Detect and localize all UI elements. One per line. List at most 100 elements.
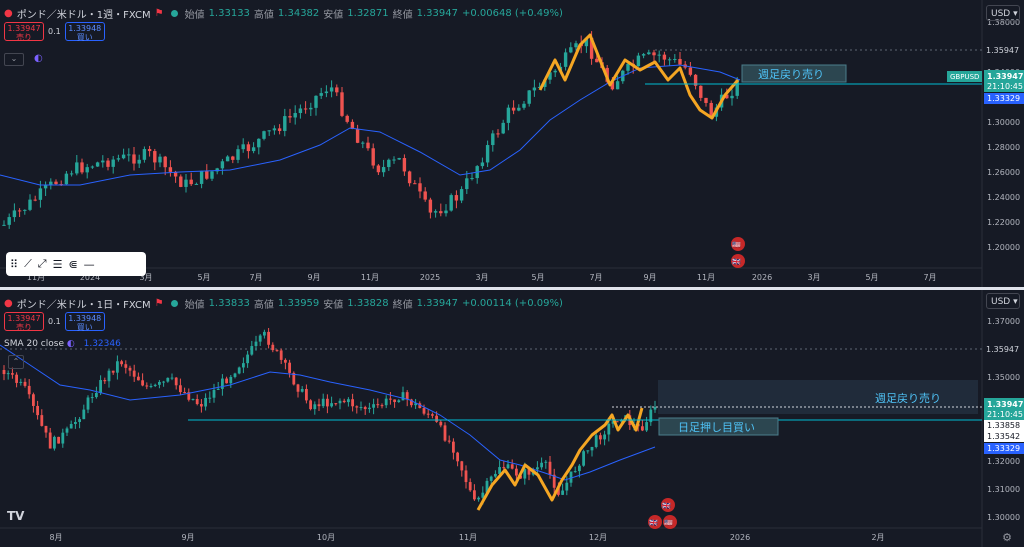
candle-body bbox=[229, 376, 233, 384]
pane-separator[interactable] bbox=[0, 287, 1024, 290]
candle-body bbox=[263, 331, 266, 336]
candle-body bbox=[477, 497, 480, 500]
calendar-event-icon bbox=[731, 254, 745, 268]
level-b: 1.33542 bbox=[987, 432, 1020, 441]
drag-handle-icon[interactable]: ⠿ bbox=[10, 257, 19, 271]
chevron-down-icon[interactable]: ⌄ bbox=[4, 53, 24, 66]
daily-chart-canvas[interactable]: 1.370001.360001.350001.340001.330001.320… bbox=[0, 290, 1024, 547]
candle-body bbox=[142, 149, 147, 160]
candle-body bbox=[174, 377, 178, 386]
candle-body bbox=[544, 461, 548, 463]
candle-body bbox=[595, 58, 599, 63]
candle-body bbox=[389, 398, 392, 400]
candle-body bbox=[418, 183, 422, 192]
time-tick-label: 2024 bbox=[80, 273, 100, 282]
candle-body bbox=[85, 167, 89, 173]
candle-body bbox=[574, 43, 578, 48]
time-tick-label: 8月 bbox=[49, 533, 62, 542]
candle-body bbox=[485, 145, 490, 163]
candle-body bbox=[667, 59, 672, 61]
candle-body bbox=[626, 63, 630, 71]
candle-body bbox=[225, 378, 228, 384]
high-label: 高値 bbox=[253, 300, 274, 311]
candle-body bbox=[95, 162, 100, 167]
candle-body bbox=[2, 370, 6, 375]
indicator-icon[interactable]: ◐ bbox=[34, 53, 43, 64]
candle-body bbox=[166, 377, 170, 382]
daily-symbol-title[interactable]: ポンド／米ドル・1日・FXCM bbox=[16, 300, 151, 311]
flag-icon[interactable]: ● bbox=[4, 8, 13, 19]
candle-body bbox=[262, 131, 266, 139]
ray-icon[interactable]: ⤢ bbox=[37, 257, 47, 270]
calendar-event-icon bbox=[663, 515, 677, 529]
candle-body bbox=[397, 400, 401, 403]
red-flag-icon[interactable]: ⚑ bbox=[154, 298, 164, 309]
candle-body bbox=[510, 464, 514, 469]
candle-body bbox=[233, 373, 237, 377]
buy-button[interactable]: 1.33948 買い bbox=[64, 22, 105, 42]
dotted-level-tag-bg bbox=[984, 343, 1022, 354]
candle-body bbox=[649, 409, 653, 423]
candle-body bbox=[49, 181, 53, 186]
high-value: 1.34382 bbox=[277, 8, 320, 19]
last-price-tag-bg bbox=[984, 70, 1024, 92]
candle-body bbox=[330, 403, 333, 407]
weekly-chart-canvas[interactable]: 1.380001.360001.340001.320001.300001.280… bbox=[0, 0, 1024, 287]
candle-body bbox=[345, 115, 349, 122]
candle-body bbox=[36, 405, 39, 416]
candle-body bbox=[387, 159, 391, 168]
candle-body bbox=[284, 359, 287, 363]
price-tick-label: 1.31000 bbox=[987, 485, 1020, 494]
candle-body bbox=[116, 158, 121, 160]
candle-body bbox=[449, 195, 453, 211]
candle-body bbox=[288, 116, 292, 118]
price-tick-label: 1.28000 bbox=[987, 143, 1020, 152]
candle-body bbox=[439, 211, 443, 214]
price-tick-label: 1.35000 bbox=[987, 373, 1020, 382]
candle-body bbox=[267, 130, 271, 132]
candle-body bbox=[522, 103, 526, 108]
weekly-chart-pane[interactable]: 1.380001.360001.340001.320001.300001.280… bbox=[0, 0, 1024, 287]
tradingview-logo[interactable]: TV bbox=[7, 509, 25, 523]
candle-body bbox=[573, 471, 577, 473]
candle-body bbox=[64, 173, 69, 185]
candle-body bbox=[319, 93, 323, 96]
sma-legend[interactable]: SMA 20 close ◐ 1.32346 bbox=[4, 339, 121, 349]
candle-body bbox=[578, 465, 581, 472]
currency-selector[interactable]: USD ▾ bbox=[986, 5, 1020, 21]
candle-body bbox=[173, 171, 178, 177]
price-tick-label: 1.32000 bbox=[987, 457, 1020, 466]
candle-body bbox=[106, 160, 110, 167]
horizontal-line-icon[interactable]: — bbox=[83, 257, 95, 271]
candle-body bbox=[12, 210, 17, 218]
candle-body bbox=[527, 90, 531, 104]
currency-selector[interactable]: USD ▾ bbox=[986, 293, 1020, 309]
market-status-icon bbox=[170, 10, 178, 17]
time-tick-label: 9月 bbox=[307, 273, 320, 282]
buy-button[interactable]: 1.33948 買い bbox=[64, 312, 105, 332]
red-flag-icon[interactable]: ⚑ bbox=[154, 8, 164, 19]
collapse-icon[interactable]: ⌃ bbox=[8, 355, 24, 369]
candle-body bbox=[653, 407, 657, 410]
pitchfork-icon[interactable]: ⋐ bbox=[68, 257, 78, 271]
candle-body bbox=[231, 156, 235, 160]
candle-body bbox=[101, 160, 105, 163]
daily-chart-pane[interactable]: 1.370001.360001.350001.340001.330001.320… bbox=[0, 290, 1024, 547]
sell-button[interactable]: 1.33947 売り bbox=[4, 22, 44, 42]
candle-body bbox=[132, 370, 136, 377]
candle-body bbox=[730, 95, 734, 99]
candle-body bbox=[502, 467, 506, 469]
fib-icon[interactable]: ☰ bbox=[52, 257, 63, 271]
indicator-icon[interactable]: ◐ bbox=[66, 339, 75, 349]
change-value: +0.00648 (+0.49%) bbox=[462, 8, 563, 19]
candle-body bbox=[184, 179, 188, 187]
gear-icon[interactable]: ⚙ bbox=[1002, 531, 1012, 544]
candle-body bbox=[179, 385, 182, 393]
weekly-legend: ● ポンド／米ドル・1週・FXCM ⚑ 始値 1.33133 高値 1.34382 … bbox=[4, 6, 563, 21]
candle-body bbox=[54, 181, 58, 185]
trend-line-icon[interactable]: ⟋ bbox=[24, 257, 32, 270]
weekly-symbol-title[interactable]: ポンド／米ドル・1週・FXCM bbox=[16, 10, 151, 21]
sell-button[interactable]: 1.33947 売り bbox=[4, 312, 44, 332]
candle-body bbox=[74, 421, 77, 425]
flag-icon[interactable]: ● bbox=[4, 298, 13, 309]
